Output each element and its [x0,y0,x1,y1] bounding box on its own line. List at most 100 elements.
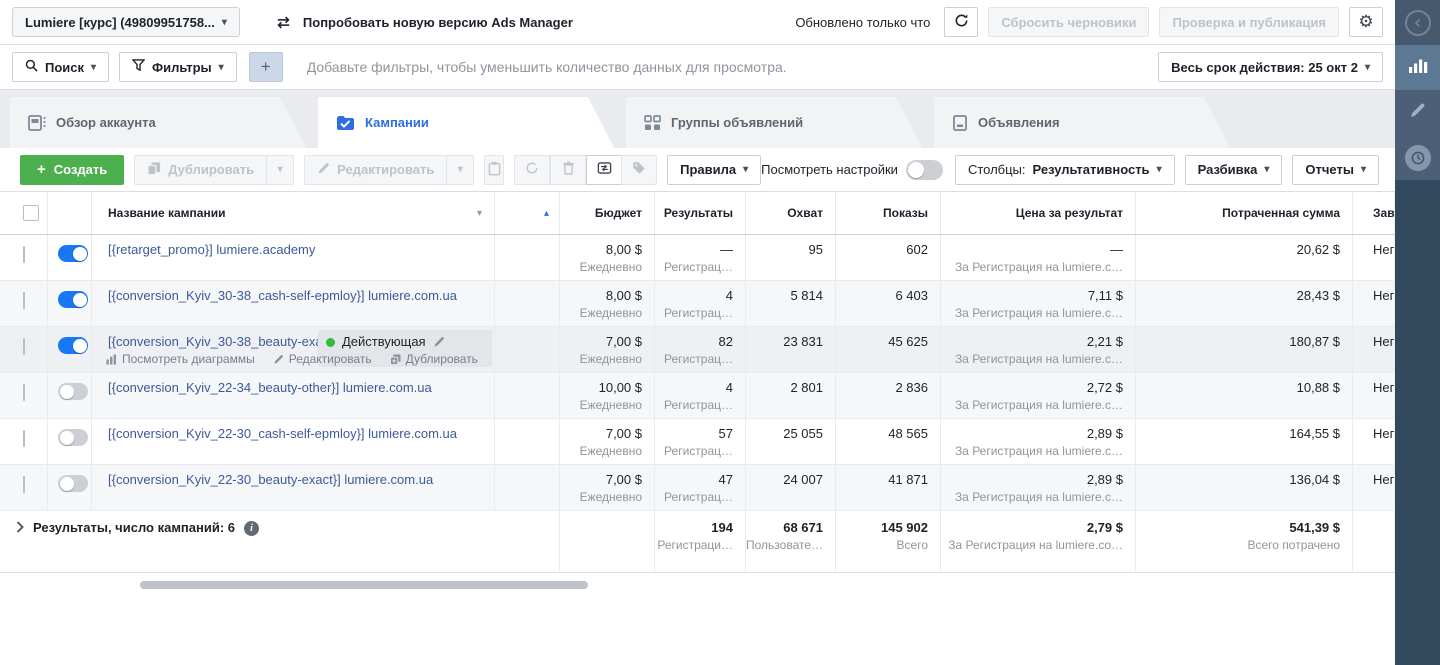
cost-per-result-cell: — За Регистрация на lumiere.c… [941,235,1136,280]
header-end-date[interactable]: Завершение [1353,192,1395,234]
header-reach[interactable]: Охват [746,192,836,234]
pencil-icon[interactable] [433,336,445,351]
revert-button[interactable] [514,154,551,185]
search-icon [25,59,38,75]
filters-button[interactable]: Фильтры ▾ [119,52,237,82]
chevron-right-icon[interactable] [16,521,24,536]
view-settings-toggle[interactable] [905,159,943,180]
campaign-name-cell: [{conversion_Kyiv_30-38_beauty-exact}] l… [92,327,495,372]
summary-reach: 68 671 Пользовате… [746,511,836,572]
delete-button[interactable] [550,154,587,185]
impressions-cell: 41 871 [836,465,941,510]
discard-drafts-button[interactable]: Сбросить черновики [988,7,1150,37]
select-all-checkbox[interactable] [23,205,39,221]
columns-button[interactable]: Столбцы: Результативность ▾ [954,154,1175,185]
row-checkbox[interactable] [23,246,25,263]
header-cost-per-result[interactable]: Цена за результат [941,192,1136,234]
info-icon[interactable]: i [244,521,260,536]
rules-label: Правила [680,162,737,177]
header-hidden-col[interactable]: ▴ [495,192,560,234]
tab-ad-sets[interactable]: Группы объявлений [626,97,922,148]
sidebar-collapse-button[interactable] [1395,0,1440,45]
duplicate-caret-button[interactable]: ▾ [266,154,295,185]
cost-per-result-cell: 2,72 $ За Регистрация на lumiere.c… [941,373,1136,418]
right-sidebar [1395,0,1440,665]
clipboard-button[interactable] [484,154,505,185]
review-publish-button[interactable]: Проверка и публикация [1159,7,1339,37]
duplicate-action[interactable]: Дублировать [389,352,478,366]
date-range-button[interactable]: Весь срок действия: 25 окт 2 ▾ [1158,52,1383,82]
reach-cell: 95 [746,235,836,280]
account-selector[interactable]: Lumiere [курс] (49809951758... ▾ [12,7,240,37]
scrollbar-thumb[interactable] [140,581,588,589]
header-impressions[interactable]: Показы [836,192,941,234]
chevron-left-circle-icon [1404,9,1431,36]
campaign-toggle[interactable] [58,337,88,354]
filter-input[interactable]: Добавьте фильтры, чтобы уменьшить количе… [306,59,787,75]
sidebar-charts-button[interactable] [1395,45,1440,90]
campaign-name-cell: [{conversion_Kyiv_30-38_cash-self-epmloy… [92,281,495,326]
amount-spent-cell: 20,62 $ [1136,235,1353,280]
reports-button[interactable]: Отчеты ▾ [1292,154,1379,185]
status-label: Действующая [342,334,426,349]
bar-chart-icon [1408,56,1428,79]
campaign-toggle[interactable] [58,429,88,446]
campaign-toggle[interactable] [58,383,88,400]
duplicate-button[interactable]: Дублировать [134,154,268,185]
view-charts-action[interactable]: Посмотреть диаграммы [106,352,255,366]
header-amount-spent[interactable]: Потраченная сумма [1136,192,1353,234]
impressions-cell: 48 565 [836,419,941,464]
ab-test-button[interactable] [586,154,623,185]
row-checkbox[interactable] [23,338,25,355]
refresh-icon [954,13,969,31]
tab-ads[interactable]: Объявления [934,97,1230,148]
sort-caret-icon[interactable]: ▾ [476,207,482,219]
tag-button[interactable] [621,154,658,185]
summary-results: 194 Регистраци… [655,511,746,572]
row-checkbox-cell [0,235,48,280]
duplicate-group: Дублировать ▾ [134,154,295,185]
sidebar-history-button[interactable] [1395,135,1440,180]
campaign-name-link[interactable]: [{conversion_Kyiv_22-30_beauty-exact}] l… [108,472,434,487]
row-checkbox[interactable] [23,476,25,493]
header-results[interactable]: Результаты [655,192,746,234]
edit-action[interactable]: Редактировать [273,352,372,366]
rules-button[interactable]: Правила ▾ [667,154,762,185]
row-checkbox-cell [0,281,48,326]
search-button[interactable]: Поиск ▾ [12,52,110,82]
edit-button[interactable]: Редактировать [304,154,448,185]
hidden-col-cell [495,419,560,464]
tab-campaigns[interactable]: Кампании [318,97,614,148]
refresh-button[interactable] [944,7,979,37]
try-new-version-link[interactable]: Попробовать новую версию Ads Manager [302,14,573,30]
tab-account-overview[interactable]: Обзор аккаунта [10,97,306,148]
edit-label: Редактировать [337,162,435,177]
edit-caret-button[interactable]: ▾ [446,154,475,185]
campaign-name-link[interactable]: [{retarget_promo}] lumiere.academy [108,242,316,257]
impressions-cell: 602 [836,235,941,280]
breakdown-button[interactable]: Разбивка ▾ [1184,154,1283,185]
end-date-cell: Непрерывно [1353,373,1395,418]
updated-status: Обновлено только что [795,14,931,30]
campaign-name-link[interactable]: [{conversion_Kyiv_30-38_cash-self-epmloy… [108,288,458,303]
campaign-name-link[interactable]: [{conversion_Kyiv_22-34_beauty-other}] l… [108,380,432,395]
sidebar-edit-button[interactable] [1395,90,1440,135]
summary-impressions: 145 902 Всего [836,511,941,572]
row-checkbox[interactable] [23,430,25,447]
duplicate-label: Дублировать [168,162,255,177]
create-button[interactable]: + Создать [20,154,125,185]
end-date-cell: Непрерывно [1353,419,1395,464]
campaign-name-link[interactable]: [{conversion_Kyiv_22-30_cash-self-epmloy… [108,426,458,441]
header-campaign-name[interactable]: Название кампании ▾ [92,192,495,234]
row-checkbox[interactable] [23,384,25,401]
row-toggle-cell [48,327,92,372]
campaign-toggle[interactable] [58,245,88,262]
campaign-toggle[interactable] [58,291,88,308]
settings-button[interactable]: ⚙ [1349,7,1383,37]
header-budget[interactable]: Бюджет [560,192,655,234]
add-filter-button[interactable]: + [248,52,283,82]
clock-icon [1404,144,1431,171]
campaign-toggle[interactable] [58,475,88,492]
row-checkbox[interactable] [23,292,25,309]
